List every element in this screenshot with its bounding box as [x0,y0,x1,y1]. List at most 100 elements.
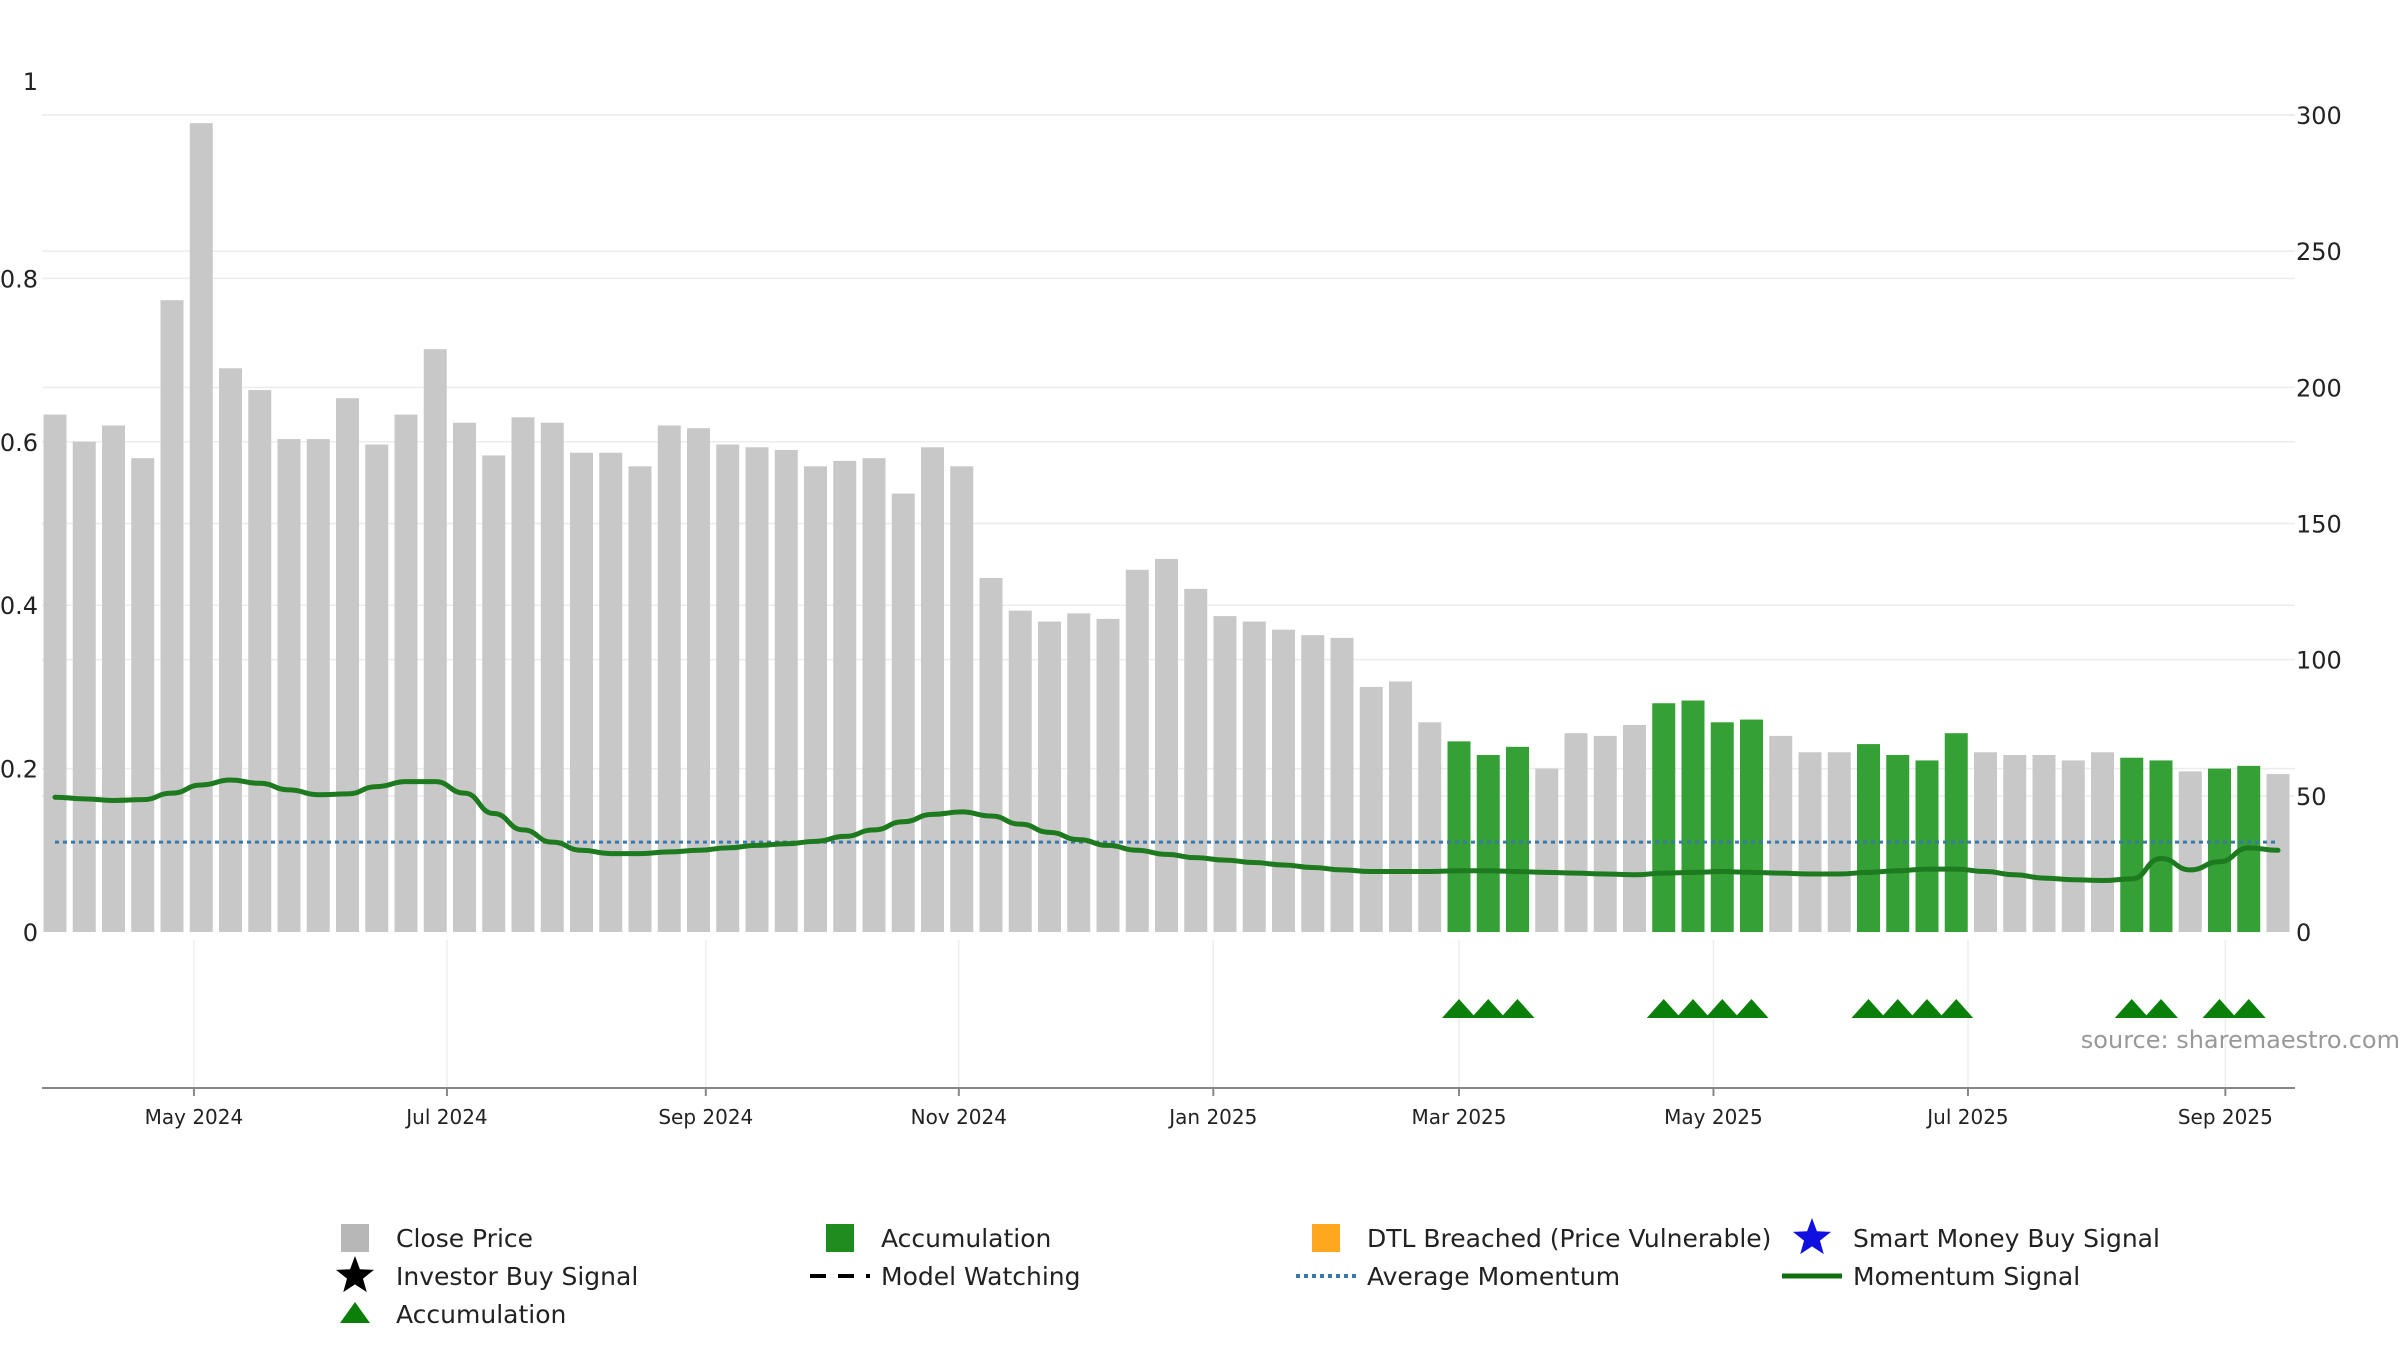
accumulation-bar [1681,700,1705,932]
right-tick-label: 150 [2296,511,2342,539]
close-price-bar [1535,768,1559,932]
accumulation-triangle [2114,999,2149,1018]
right-tick-label: 250 [2296,238,2342,266]
legend-label: Investor Buy Signal [396,1262,638,1291]
x-tick-label: Sep 2024 [658,1105,753,1129]
accumulation-bar [1447,741,1471,932]
close-price-bar [219,368,242,932]
accumulation-bar [1857,744,1880,932]
close-price-bar [570,452,593,932]
close-price-bar [1184,588,1208,932]
left-tick-label: 0.4 [0,592,38,620]
close-price-bar [72,441,96,932]
legend-label: Close Price [396,1224,533,1253]
accumulation-triangle [2202,999,2237,1018]
legend-label: Accumulation [881,1224,1051,1253]
close-price-bar [891,493,915,932]
smart-money-star-icon [1792,1218,1832,1255]
right-tick-label: 50 [2296,783,2327,811]
close-price-bar [365,444,389,932]
accumulation-bar [2208,768,2231,932]
close-price-bar [716,444,740,932]
close-price-bar [336,398,359,932]
right-tick-label: 300 [2296,102,2342,130]
close-price-bar [1564,733,1588,932]
close-price-bar [804,466,827,932]
close-price-bar [979,577,1003,932]
close-price-bar [277,439,301,932]
legend-label: Model Watching [881,1262,1081,1291]
x-tick-label: Mar 2025 [1412,1105,1507,1129]
close-price-bar [1301,635,1325,932]
close-price-bar [921,447,944,932]
close-price-bar [2091,752,2114,932]
close-price-bar [1242,621,1266,932]
x-tick-label: Jul 2025 [1925,1105,2008,1129]
close-price-bar [2003,754,2027,932]
x-axis-labels: May 2024 Jul 2024 Sep 2024 Nov 2024 Jan 2025… [145,1088,2273,1129]
legend-label: Smart Money Buy Signal [1853,1224,2160,1253]
x-tick-label: Jul 2024 [404,1105,487,1129]
close-price-bar [511,417,535,932]
close-price-bar [950,466,974,932]
accumulation-triangle [1939,999,1974,1018]
accumulation-bar [1944,733,1968,932]
close-price-bar [1096,618,1120,932]
close-price-legend-icon [341,1224,369,1252]
close-price-bar [628,466,652,932]
source-label: source: sharemaestro.com [2081,1026,2400,1054]
close-price-bar [1769,735,1793,932]
close-price-bar [833,460,857,932]
close-price-bar [1359,686,1383,932]
close-price-bar [687,428,710,932]
close-price-bar [131,458,155,932]
accumulation-triangle [1646,999,1681,1018]
close-price-bar [102,425,125,932]
momentum-signal-line [52,777,2281,884]
accumulation-triangle [2231,999,2266,1018]
accumulation-bar [2120,757,2144,932]
close-price-bar [482,455,506,932]
left-tick-label: 0 [23,919,38,947]
close-price-bar [1272,629,1295,932]
accumulation-triangle [1471,999,1506,1018]
accumulation-triangle [2144,999,2178,1018]
close-price-bar [1008,610,1032,932]
accumulation-bar [1652,703,1676,932]
close-price-bar [1418,722,1442,932]
right-tick-label: 0 [2296,919,2311,947]
close-price-bar [599,452,623,932]
close-price-bar [1213,616,1237,932]
left-axis-labels: 0 0.2 0.4 0.6 0.8 1 [0,68,38,947]
right-axis-labels: 0 50 100 150 200 250 300 [2296,102,2342,947]
legend-label: Momentum Signal [1853,1262,2080,1291]
x-tick-label: Nov 2024 [911,1105,1007,1129]
close-price-bar [394,414,418,933]
x-tick-label: May 2024 [145,1105,244,1129]
close-price-bar [1067,613,1091,932]
accumulation-markers [1442,999,2266,1018]
accumulation-triangle [1705,999,1740,1018]
close-price-bar [43,414,67,933]
accumulation-bar [1915,760,1939,932]
left-tick-label: 0.2 [0,756,38,784]
x-tick-label: Jan 2025 [1167,1105,1257,1129]
close-price-bar [1155,558,1178,932]
close-price-bar [453,422,476,932]
close-price-bar [540,422,564,932]
close-price-bar [1389,681,1412,932]
close-price-bar [1593,735,1617,932]
close-price-bar [2266,774,2290,932]
accumulation-triangle [1880,999,1915,1018]
right-tick-label: 100 [2296,647,2342,675]
x-tick-label: Sep 2025 [2178,1105,2273,1129]
legend-label: Average Momentum [1367,1262,1620,1291]
dtl-breached-legend-icon [1312,1224,1340,1252]
close-price-bar [745,447,769,932]
close-price-bar [2032,754,2056,932]
accumulation-legend-icon [826,1224,854,1252]
right-tick-label: 200 [2296,374,2342,402]
close-price-bar [423,349,447,932]
left-tick-label: 0.8 [0,265,38,293]
